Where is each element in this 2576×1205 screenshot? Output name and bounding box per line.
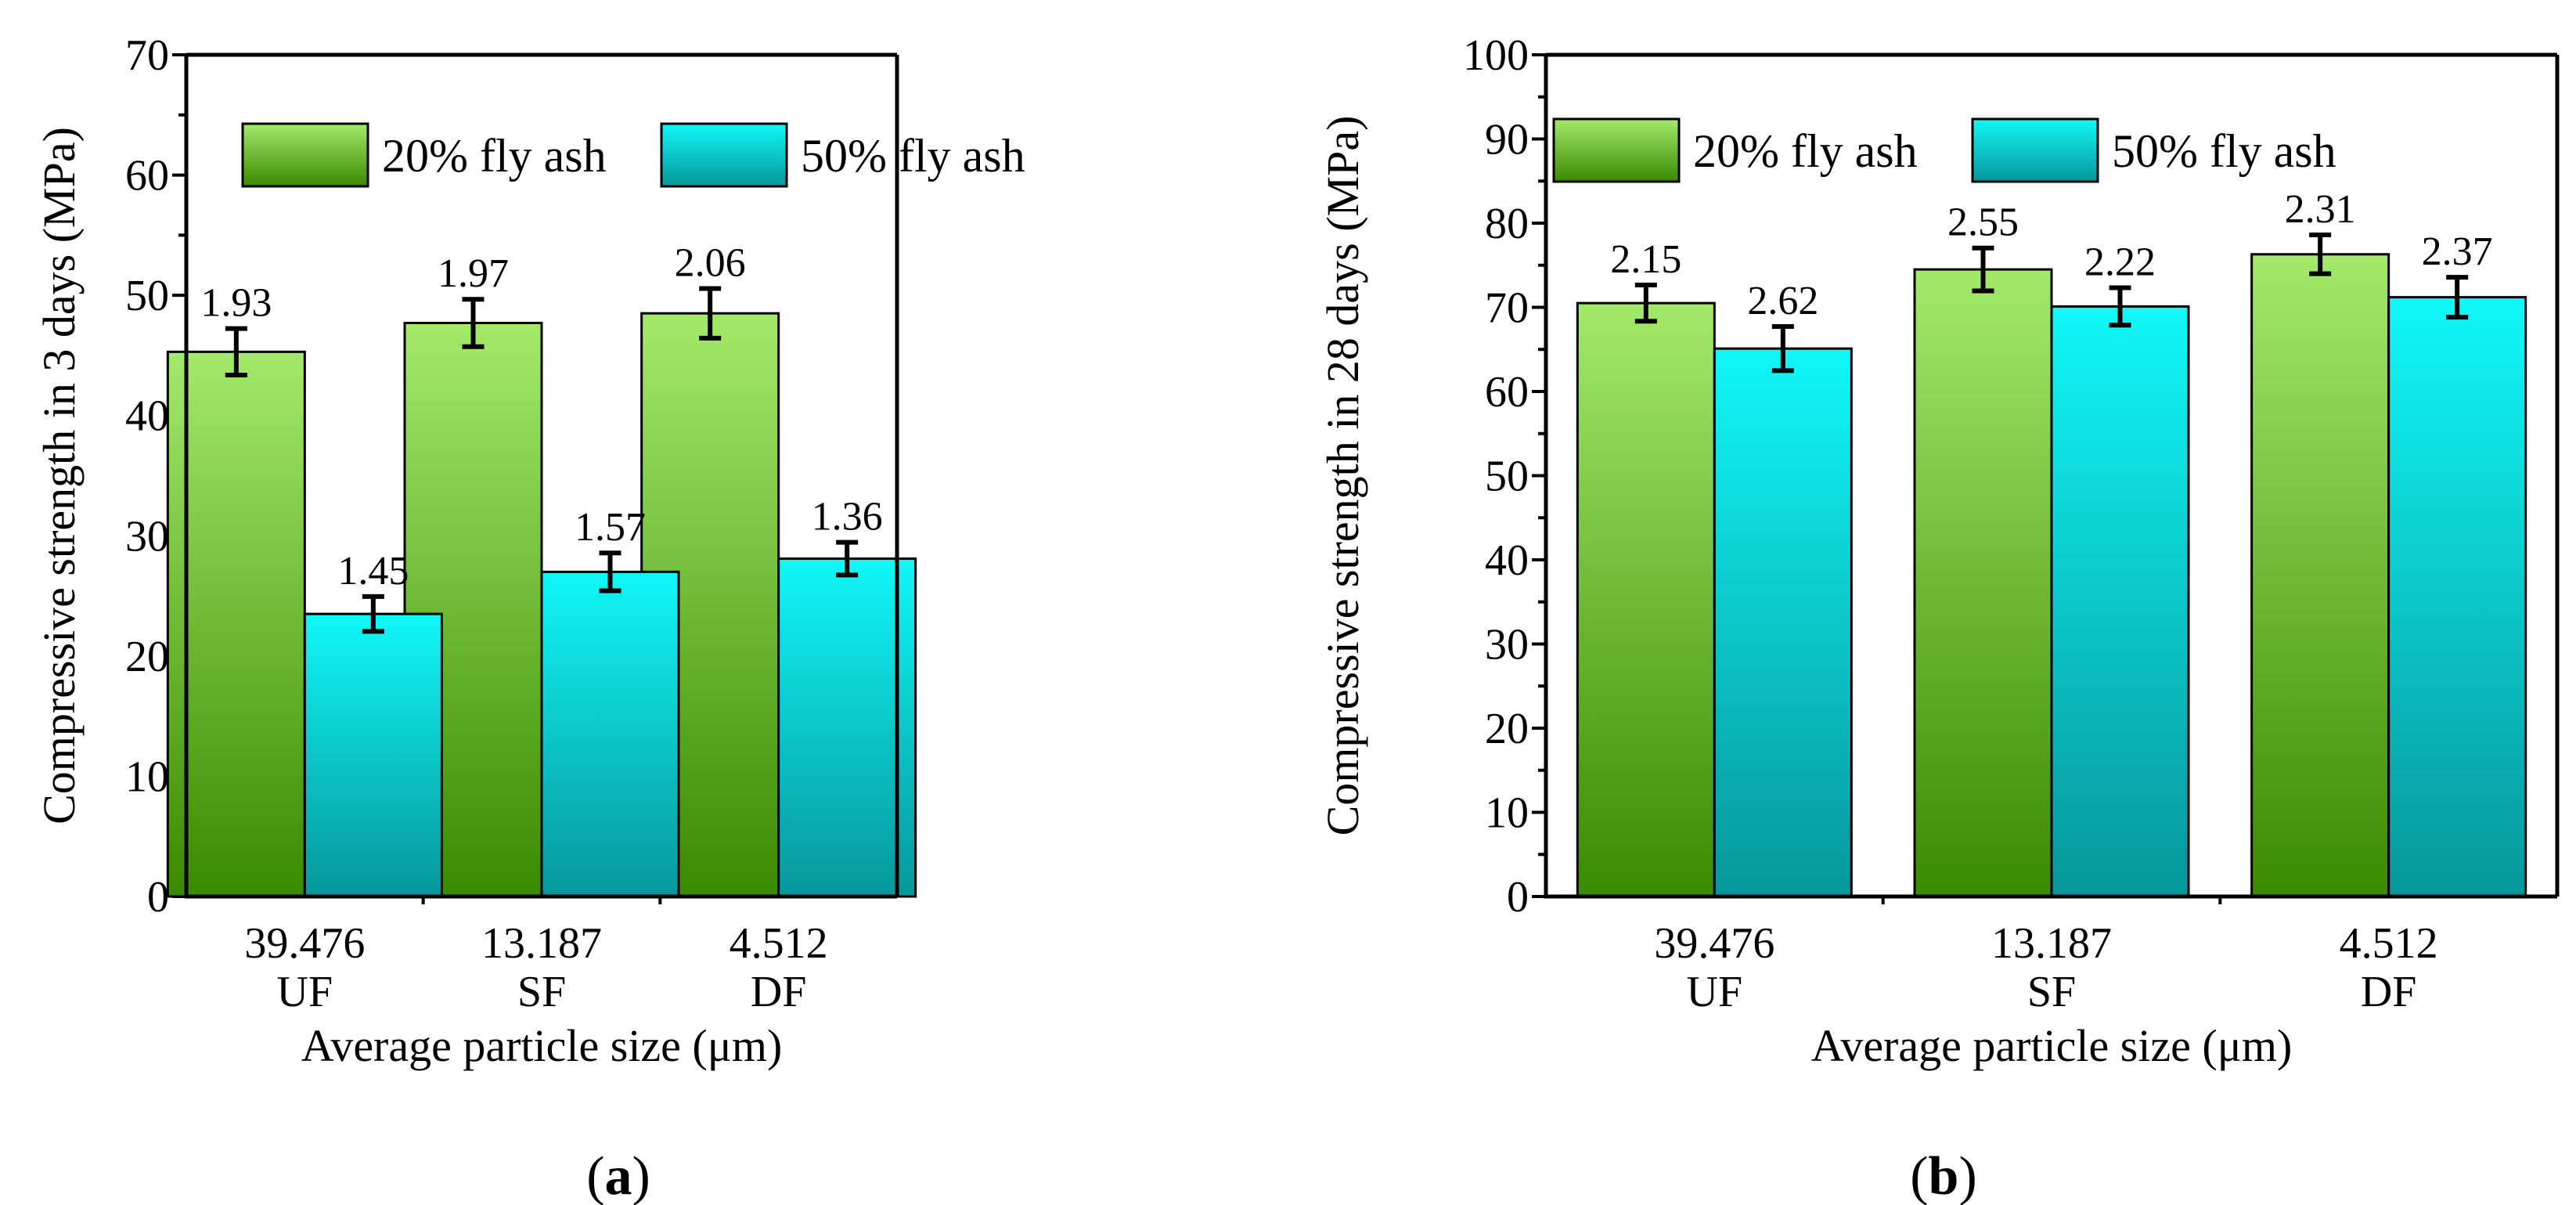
- legend-label: 50% fly ash: [2112, 125, 2336, 177]
- y-tick-label: 20: [125, 633, 169, 681]
- panel-label-a-open: (: [586, 1146, 604, 1205]
- legend-swatch: [660, 122, 788, 188]
- error-bar: [1972, 245, 1994, 294]
- y-tick-label: 90: [1485, 116, 1529, 164]
- panel-label-b-close: ): [1958, 1146, 1976, 1205]
- y-tick-label: 10: [125, 752, 169, 801]
- legend: 20% fly ash 50% fly ash: [1552, 117, 2336, 183]
- bar-series-2: [777, 557, 917, 898]
- error-bar: [2309, 232, 2332, 276]
- x-tick-label: 13.187: [481, 919, 602, 968]
- y-axis-title: Compressive strength in 3 days (MPa): [34, 127, 85, 824]
- data-label: 2.37: [2422, 229, 2493, 274]
- data-label: 2.55: [1947, 200, 2019, 245]
- y-tick-label: 50: [1485, 453, 1529, 501]
- error-bar: [2446, 275, 2469, 320]
- data-label: 2.15: [1610, 237, 1681, 282]
- y-tick-label: 60: [125, 152, 169, 200]
- y-tick-label: 0: [147, 873, 169, 922]
- legend-label: 20% fly ash: [382, 130, 607, 182]
- y-tick-label: 20: [1485, 705, 1529, 753]
- data-label: 2.31: [2285, 187, 2356, 232]
- bar-series-2: [540, 570, 680, 898]
- panel-label-a-close: ): [632, 1146, 650, 1205]
- bar-series-1: [166, 350, 306, 898]
- y-tick-label: 70: [1485, 284, 1529, 333]
- bar-series-1: [1576, 301, 1716, 898]
- panel-label-a-letter: a: [605, 1146, 632, 1205]
- error-bar: [699, 286, 722, 341]
- data-label: 1.57: [575, 505, 646, 550]
- x-tick-label: 13.187: [1991, 919, 2112, 968]
- error-bar: [362, 593, 384, 634]
- panel-label-b-letter: b: [1929, 1146, 1959, 1205]
- y-axis-title: Compressive strength in 28 days (MPa): [1317, 116, 1368, 836]
- y-tick-label: 70: [125, 31, 169, 80]
- x-tick-label: 39.476: [1654, 919, 1774, 968]
- y-tick-label: 40: [125, 392, 169, 441]
- chart-panel-a: 0 10 20 30 40 50 60 70 1.93 1.97 2.06 1.45 1.57 1.36 3…: [34, 31, 1025, 1071]
- legend: 20% fly ash 50% fly ash: [241, 122, 1025, 188]
- error-bar: [462, 297, 485, 349]
- x-axis-title: Average particle size (μm): [301, 1020, 783, 1071]
- x-tick-sublabel: SF: [2027, 968, 2076, 1016]
- y-tick-label: 10: [1485, 789, 1529, 838]
- legend-label: 50% fly ash: [801, 130, 1025, 182]
- x-tick-label: 39.476: [244, 919, 365, 968]
- legend-label: 20% fly ash: [1693, 125, 1918, 177]
- data-label: 2.62: [1747, 279, 1818, 323]
- y-tick-label: 0: [1507, 873, 1529, 922]
- x-tick-sublabel: DF: [751, 968, 807, 1016]
- x-tick-label: 4.512: [730, 919, 828, 968]
- panel-label-b: (b): [1910, 1146, 1977, 1205]
- x-tick-sublabel: SF: [517, 968, 566, 1016]
- y-tick-label: 80: [1485, 200, 1529, 248]
- data-label: 2.22: [2084, 240, 2156, 285]
- y-tick-label: 30: [125, 512, 169, 561]
- data-label: 1.36: [812, 495, 883, 539]
- error-bar: [1634, 283, 1657, 324]
- error-bar: [836, 539, 859, 578]
- data-label: 1.97: [438, 251, 509, 296]
- x-tick-sublabel: UF: [1687, 968, 1743, 1016]
- bar-series-1: [2250, 253, 2390, 898]
- y-tick-label: 50: [125, 272, 169, 320]
- x-tick-label: 4.512: [2340, 919, 2438, 968]
- chart-panel-b: 0 10 20 30 40 50 60 70 80 90 100 2.15 2.55 2.31 2.62 2.…: [1317, 31, 2560, 1071]
- panel-label-a: (a): [586, 1146, 650, 1205]
- error-bar: [225, 326, 247, 377]
- x-tick-sublabel: UF: [277, 968, 333, 1016]
- bar-series-1: [1913, 268, 2053, 898]
- bar-series-2: [2387, 296, 2527, 898]
- data-label: 1.93: [200, 281, 272, 326]
- y-tick-label: 40: [1485, 536, 1529, 585]
- bar-series-2: [2050, 305, 2190, 898]
- x-axis-title: Average particle size (μm): [1811, 1020, 2293, 1071]
- legend-swatch: [241, 122, 369, 188]
- y-tick-label: 30: [1485, 621, 1529, 669]
- error-bar: [2109, 285, 2131, 328]
- y-tick-label: 60: [1485, 368, 1529, 417]
- data-label: 2.06: [675, 241, 746, 286]
- x-tick-sublabel: DF: [2361, 968, 2417, 1016]
- legend-swatch: [1552, 117, 1681, 183]
- bar-series-2: [303, 612, 443, 898]
- error-bar: [599, 550, 621, 593]
- data-label: 1.45: [337, 549, 409, 593]
- panel-label-b-open: (: [1910, 1146, 1928, 1205]
- y-tick-label: 100: [1463, 31, 1529, 80]
- legend-swatch: [1971, 117, 2099, 183]
- error-bar: [1771, 324, 1794, 373]
- bar-series-2: [1713, 347, 1853, 898]
